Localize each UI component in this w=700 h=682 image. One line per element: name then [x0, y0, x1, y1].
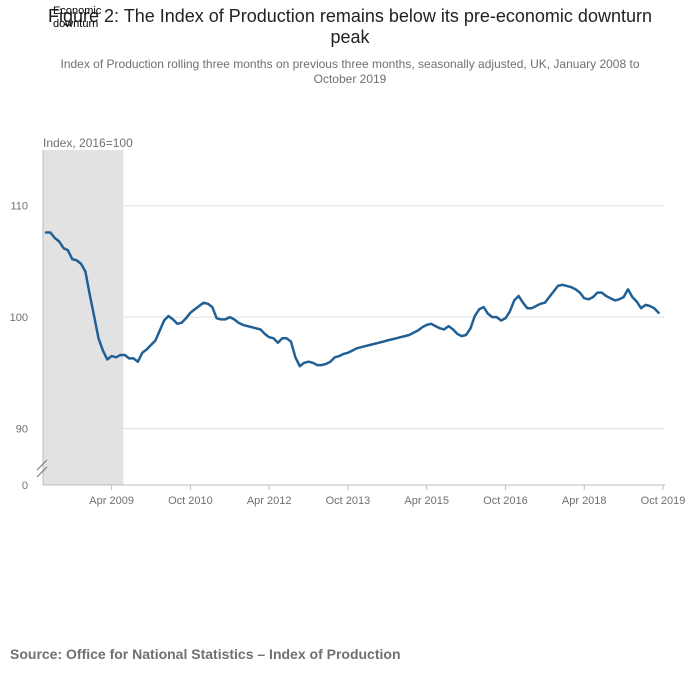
x-tick-label: Apr 2015: [404, 495, 449, 507]
y-axis-label: Index, 2016=100: [43, 136, 133, 150]
y-tick-label: 100: [10, 312, 28, 324]
axis-break-mark: [36, 466, 48, 478]
x-tick-label: Oct 2010: [168, 495, 213, 507]
source-note[interactable]: Source: Office for National Statistics –…: [10, 646, 401, 662]
x-tick-label: Apr 2012: [247, 495, 292, 507]
y-tick-label: 110: [10, 201, 28, 213]
series-line: [44, 231, 660, 368]
x-tick-label: Apr 2018: [562, 495, 607, 507]
chart-title: Figure 2: The Index of Production remain…: [48, 6, 652, 47]
axis-break-mark: [36, 459, 48, 471]
x-tick-label: Oct 2016: [483, 495, 528, 507]
x-tick-label: Oct 2013: [326, 495, 371, 507]
x-tick-label: Oct 2019: [641, 495, 686, 507]
y-tick-label: 0: [22, 480, 28, 492]
y-tick-label: 90: [16, 424, 28, 436]
shaded-region-label: Economic downturn: [53, 5, 102, 30]
x-tick-label: Apr 2009: [89, 495, 134, 507]
chart-subtitle: Index of Production rolling three months…: [60, 57, 640, 86]
